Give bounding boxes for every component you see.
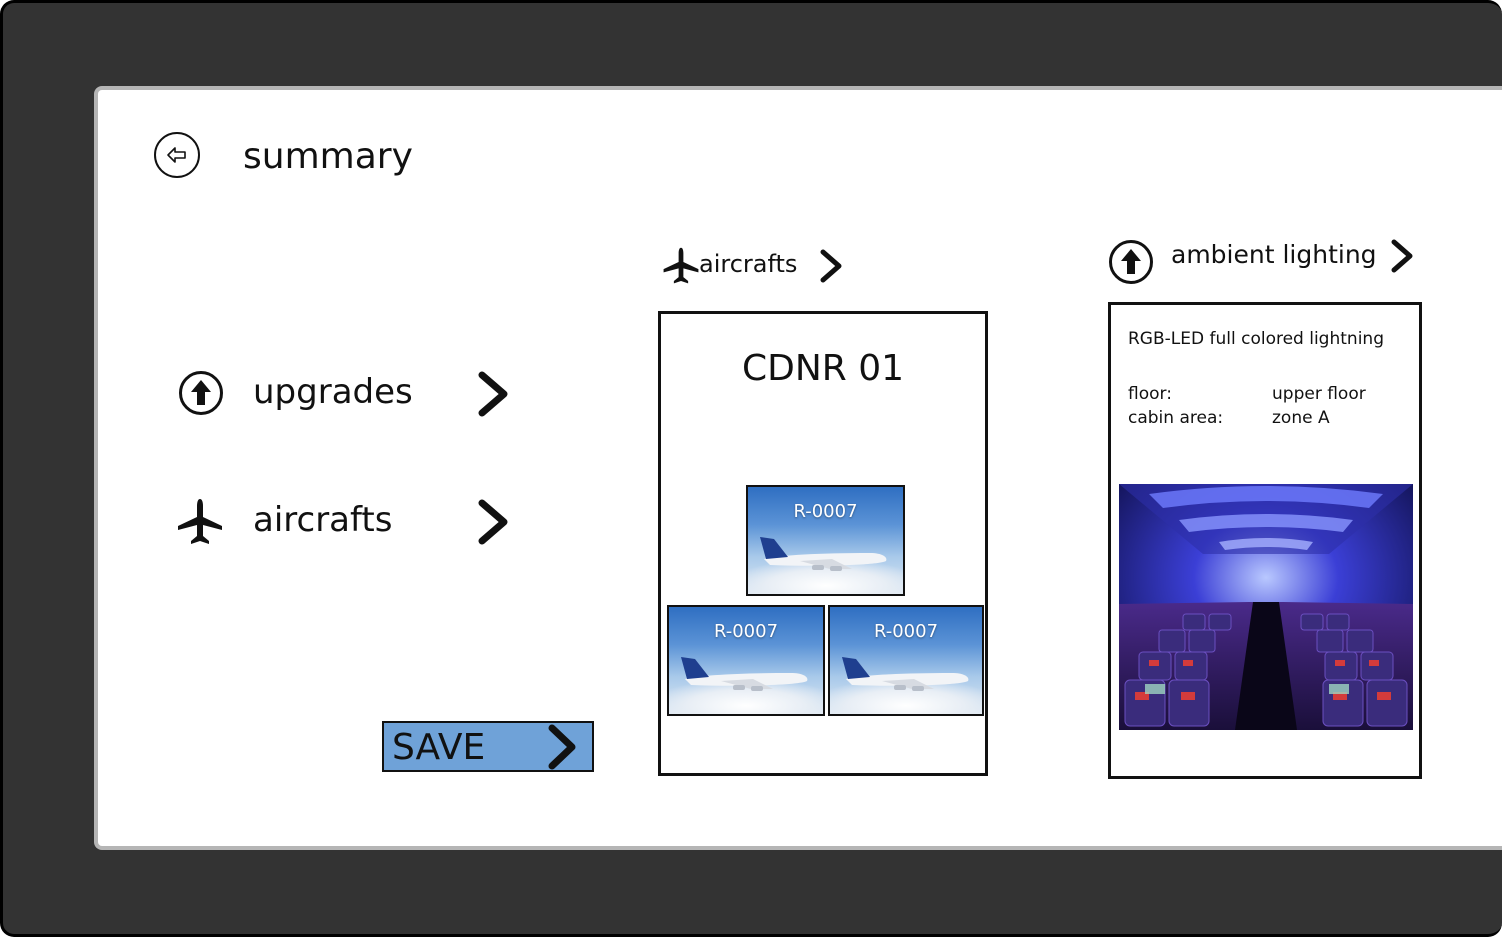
aircrafts-panel-header[interactable]: aircrafts (662, 244, 852, 286)
aircraft-code: R-0007 (873, 621, 939, 642)
airplane-icon (178, 499, 222, 544)
ambient-lighting-panel: RGB-LED full colored lightning floor: up… (1108, 302, 1422, 779)
floor-label: floor: (1128, 384, 1172, 404)
cabin-lighting-photo (1119, 484, 1413, 730)
chevron-right-icon (1391, 239, 1413, 273)
aircrafts-panel-heading: aircrafts (699, 250, 798, 278)
ambient-lighting-heading: ambient lighting (1171, 240, 1377, 269)
aircrafts-panel: CDNR 01 R-0007 R-0007 (658, 311, 988, 776)
cabin-area-label: cabin area: (1128, 408, 1224, 428)
aircraft-thumbnail[interactable]: R-0007 (746, 485, 905, 596)
ambient-lighting-header[interactable]: ambient lighting (1108, 236, 1428, 288)
aircraft-thumbnail[interactable]: R-0007 (828, 605, 984, 716)
upgrade-arrow-icon (1109, 240, 1153, 284)
airplane-photo (842, 657, 969, 691)
chevron-right-icon (820, 249, 842, 283)
nav-item-aircrafts[interactable]: aircrafts (176, 492, 516, 552)
save-button-label: SAVE (392, 727, 486, 768)
nav-item-upgrades[interactable]: upgrades (176, 364, 516, 424)
airplane-icon (663, 247, 699, 284)
aircraft-name: CDNR 01 (741, 348, 905, 389)
nav-item-label: aircrafts (253, 500, 393, 540)
airplane-photo (760, 537, 887, 571)
chevron-right-icon (478, 499, 508, 545)
floor-value: upper floor (1272, 384, 1366, 404)
page-title: summary (243, 136, 413, 177)
chevron-right-icon (548, 724, 576, 770)
airplane-photo (681, 657, 808, 691)
aircraft-thumbnail[interactable]: R-0007 (667, 605, 825, 716)
aircraft-code: R-0007 (793, 501, 858, 522)
aircraft-code: R-0007 (713, 621, 779, 642)
back-arrow-icon (167, 147, 186, 163)
cabin-area-value: zone A (1272, 408, 1330, 428)
upgrade-arrow-icon (179, 371, 223, 415)
nav-item-label: upgrades (253, 372, 413, 412)
lighting-description: RGB-LED full colored lightning (1128, 329, 1384, 349)
back-button[interactable] (154, 132, 200, 178)
chevron-right-icon (478, 371, 508, 417)
save-button[interactable]: SAVE (382, 721, 594, 772)
